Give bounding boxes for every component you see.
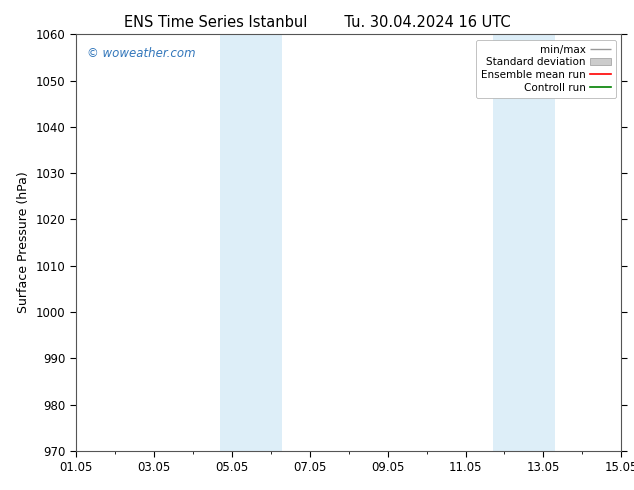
Y-axis label: Surface Pressure (hPa): Surface Pressure (hPa): [17, 172, 30, 314]
Legend: min/max, Standard deviation, Ensemble mean run, Controll run: min/max, Standard deviation, Ensemble me…: [476, 40, 616, 98]
Text: ENS Time Series Istanbul        Tu. 30.04.2024 16 UTC: ENS Time Series Istanbul Tu. 30.04.2024 …: [124, 15, 510, 30]
Bar: [493, 34, 555, 451]
Bar: [220, 34, 283, 451]
Text: © woweather.com: © woweather.com: [87, 47, 196, 60]
